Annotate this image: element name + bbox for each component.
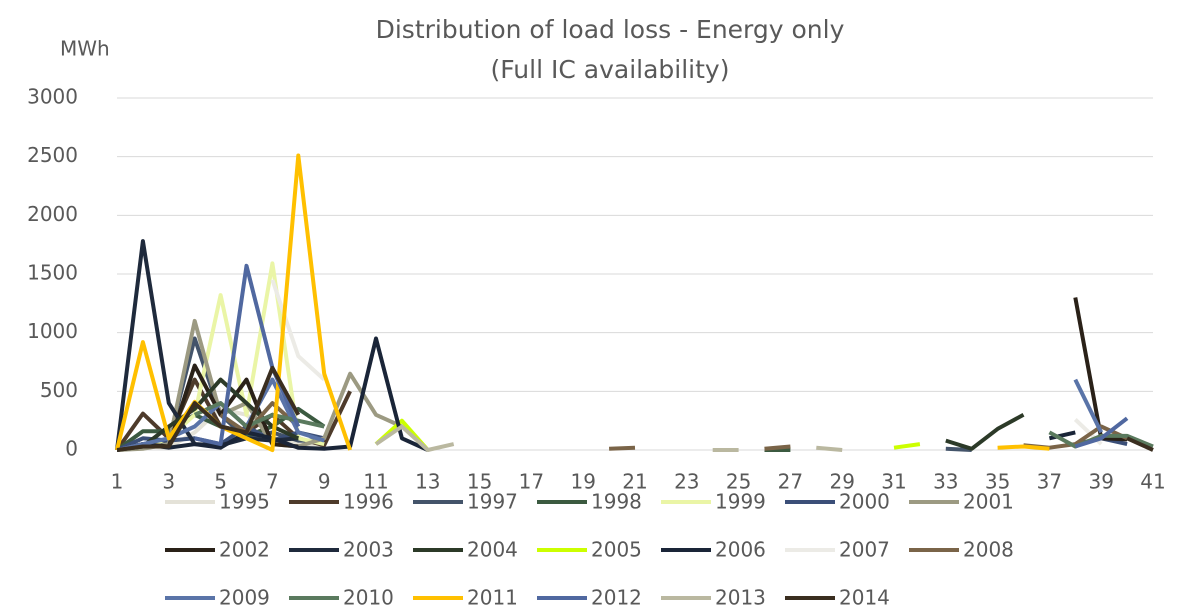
legend-label: 2014 (839, 586, 890, 610)
x-tick-label: 5 (214, 470, 227, 494)
legend-label: 1999 (715, 490, 766, 514)
legend-label: 2007 (839, 538, 890, 562)
series-line (374, 418, 921, 452)
x-tick-label: 7 (266, 470, 279, 494)
legend-label: 2011 (467, 586, 518, 610)
x-tick-label: 31 (881, 470, 906, 494)
series-line (219, 401, 1128, 451)
legend-label: 1998 (591, 490, 642, 514)
series-line (116, 365, 1154, 452)
legend-label: 2003 (343, 538, 394, 562)
legend-label: 2004 (467, 538, 518, 562)
legend-label: 2001 (963, 490, 1014, 514)
x-tick-label: 11 (363, 470, 388, 494)
x-tick-label: 39 (1088, 470, 1113, 494)
legend-label: 2009 (219, 586, 270, 610)
x-tick-label: 37 (1037, 470, 1062, 494)
chart-subtitle: (Full IC availability) (491, 55, 730, 84)
x-tick-label: 15 (467, 470, 492, 494)
x-tick-label: 13 (415, 470, 440, 494)
legend-label: 2000 (839, 490, 890, 514)
x-tick-label: 1 (111, 470, 124, 494)
y-tick-label: 2500 (27, 143, 78, 167)
y-tick-label: 1500 (27, 261, 78, 285)
series-line (374, 424, 843, 452)
legend-label: 2008 (963, 538, 1014, 562)
legend-label: 2005 (591, 538, 642, 562)
chart-title: Distribution of load loss - Energy only (376, 15, 845, 44)
legend-label: 2002 (219, 538, 270, 562)
x-tick-label: 35 (985, 470, 1010, 494)
legend-label: 2013 (715, 586, 766, 610)
x-tick-label: 21 (622, 470, 647, 494)
y-tick-label: 0 (65, 437, 78, 461)
legend-label: 1995 (219, 490, 270, 514)
legend-label: 1997 (467, 490, 518, 514)
x-tick-label: 25 (726, 470, 751, 494)
y-tick-label: 1000 (27, 319, 78, 343)
x-tick-label: 29 (829, 470, 854, 494)
x-tick-label: 27 (778, 470, 803, 494)
y-tick-label: 2000 (27, 202, 78, 226)
x-tick-label: 3 (162, 470, 175, 494)
y-axis-label: MWh (60, 37, 110, 61)
legend-label: 2006 (715, 538, 766, 562)
legend-label: 1996 (343, 490, 394, 514)
y-tick-label: 500 (40, 378, 78, 402)
x-tick-label: 41 (1140, 470, 1165, 494)
x-tick-label: 17 (519, 470, 544, 494)
series-line (115, 153, 1050, 452)
x-tick-label: 33 (933, 470, 958, 494)
x-tick-label: 9 (318, 470, 331, 494)
legend-label: 2010 (343, 586, 394, 610)
x-tick-label: 23 (674, 470, 699, 494)
legend-label: 2012 (591, 586, 642, 610)
x-tick-label: 19 (570, 470, 595, 494)
y-tick-label: 3000 (27, 85, 78, 109)
